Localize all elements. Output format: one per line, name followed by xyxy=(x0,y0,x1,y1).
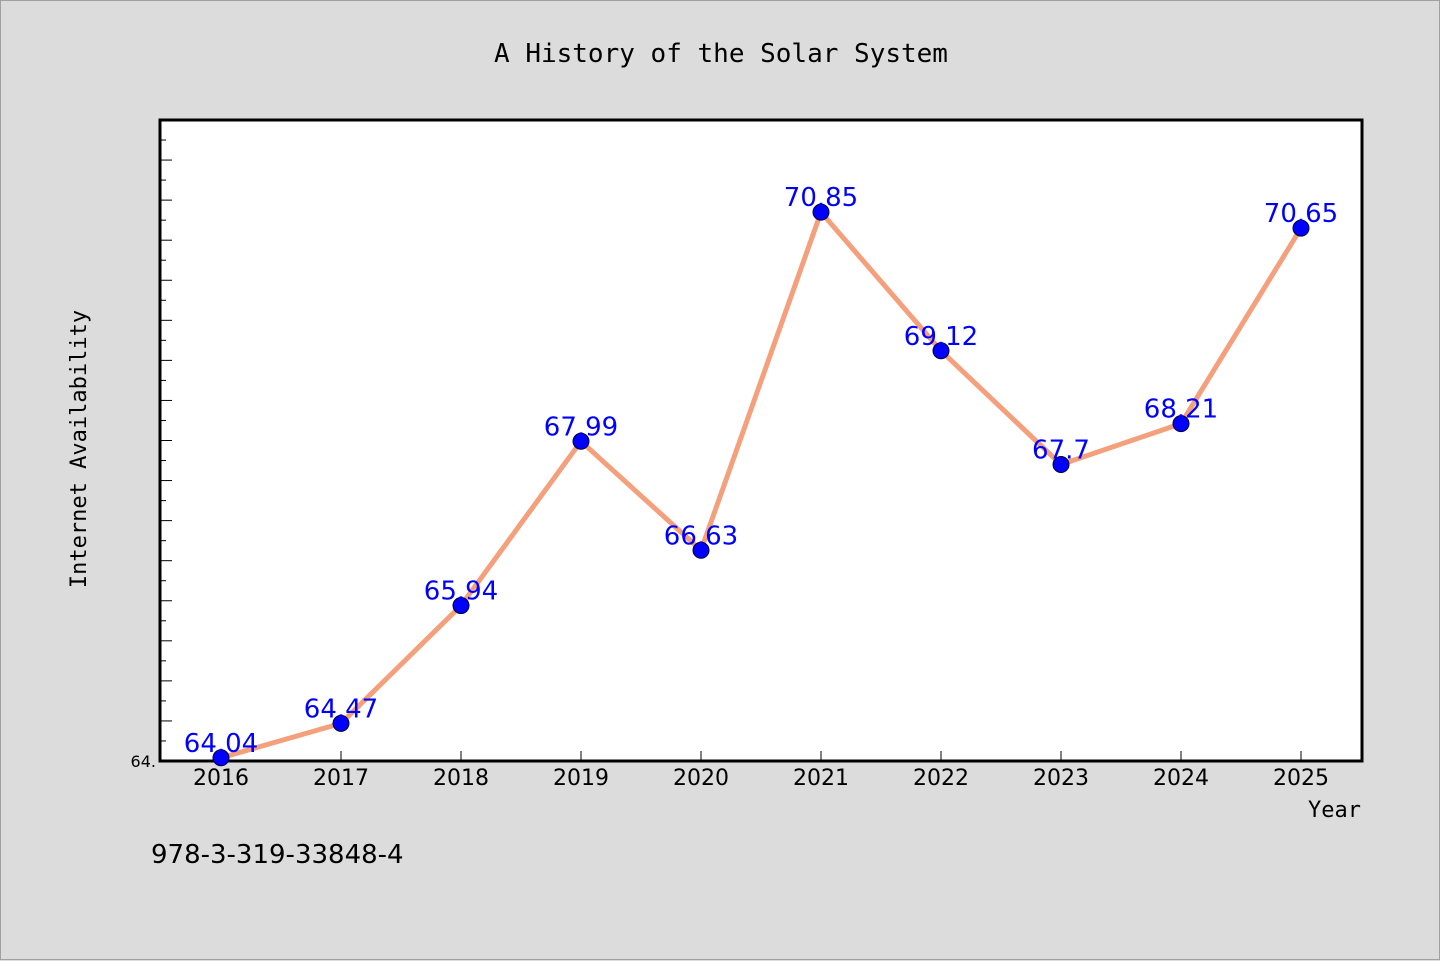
data-labels: 64.04 64.47 65.94 67.99 66.63 70.85 69.12 67.7 6… xyxy=(184,183,1338,759)
data-label: 67.7 xyxy=(1032,436,1090,466)
data-point xyxy=(1172,415,1190,433)
data-label: 69.12 xyxy=(904,322,978,352)
x-tick-label: 2019 xyxy=(553,766,609,791)
x-tick-label: 2020 xyxy=(673,766,729,791)
y-axis-label: Internet Availability xyxy=(67,310,92,588)
x-tick-label: 2022 xyxy=(913,766,969,791)
data-point xyxy=(1292,219,1310,237)
data-point xyxy=(332,714,350,732)
x-tick-label: 2024 xyxy=(1153,766,1209,791)
x-tick-label: 2016 xyxy=(193,766,249,791)
x-tick-label: 2021 xyxy=(793,766,849,791)
x-tick-label: 2017 xyxy=(313,766,369,791)
x-tick-label: 2025 xyxy=(1273,766,1329,791)
data-label: 66.63 xyxy=(664,521,738,551)
plot-area xyxy=(158,118,1364,763)
x-axis-label: Year xyxy=(1308,798,1361,823)
data-label: 67.99 xyxy=(544,412,618,442)
data-label: 68.21 xyxy=(1144,395,1218,425)
data-label: 70.65 xyxy=(1264,199,1338,229)
footer-isbn: 978-3-319-33848-4 xyxy=(151,840,404,870)
data-point xyxy=(1052,456,1070,474)
data-point xyxy=(572,432,590,450)
data-point xyxy=(212,749,230,767)
series-line-group xyxy=(218,209,1304,761)
y-axis-ticks: 64. xyxy=(131,119,172,771)
data-point xyxy=(692,541,710,559)
chart-title: A History of the Solar System xyxy=(494,39,948,69)
series-line xyxy=(218,209,1304,761)
data-markers xyxy=(212,203,1310,767)
data-label: 64.04 xyxy=(184,729,258,759)
data-label: 70.85 xyxy=(784,183,858,213)
x-tick-label: 2018 xyxy=(433,766,489,791)
data-point xyxy=(812,203,830,221)
data-label: 64.47 xyxy=(304,694,378,724)
y-tick-label: 64. xyxy=(131,752,156,771)
x-tick-label: 2023 xyxy=(1033,766,1089,791)
data-point xyxy=(932,342,950,360)
data-point xyxy=(452,597,470,615)
x-axis-ticks: 2016 2017 2018 2019 2020 2021 2022 2023 2024 2025 xyxy=(193,751,1329,791)
data-label: 65.94 xyxy=(424,577,498,607)
